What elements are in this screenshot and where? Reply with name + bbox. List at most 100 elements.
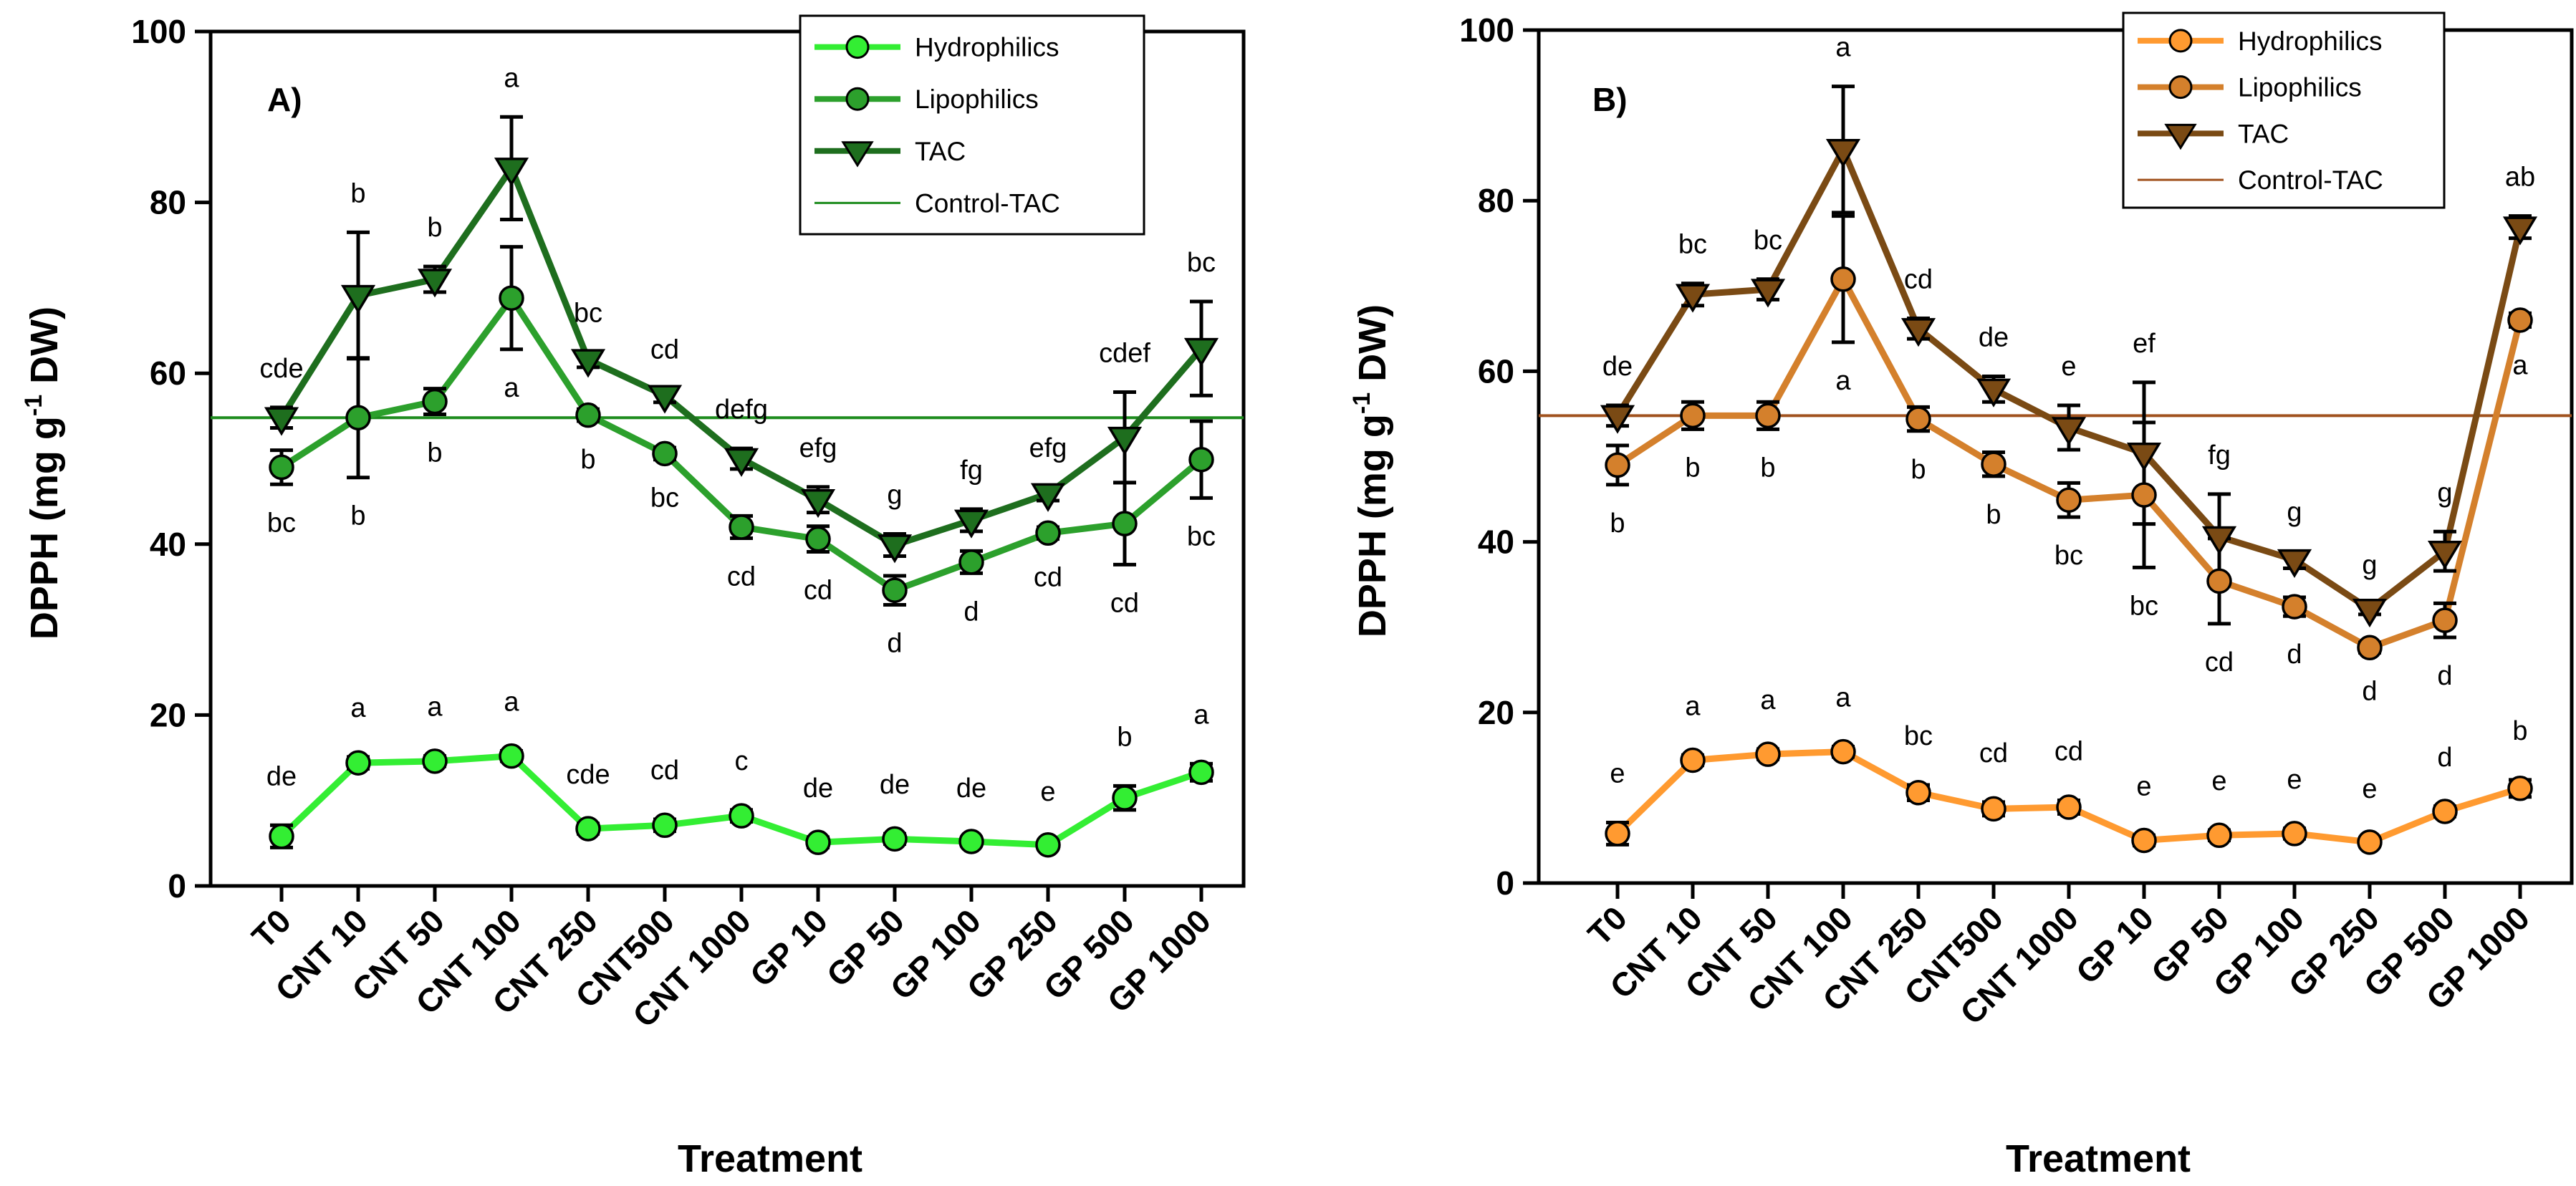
sig-letter-hydrophilics: a: [427, 693, 443, 723]
legend-item-hydrophilics: Hydrophilics: [814, 33, 1059, 62]
plot-frame: [1537, 28, 2574, 885]
sig-letter-lipophilics: cd: [804, 576, 832, 606]
point-lipophilics: [1035, 520, 1061, 546]
sig-letter-hydrophilics: e: [2362, 774, 2377, 804]
y-axis-title-tail: DW): [23, 307, 66, 395]
sig-letter-tac: cd: [650, 335, 679, 365]
point-lipophilics: [422, 388, 448, 415]
y-tick-label: 20: [150, 696, 186, 733]
sig-letter-lipophilics: b: [350, 501, 365, 531]
sig-letter-lipophilics: bc: [2130, 591, 2158, 621]
y-tick-label: 80: [1478, 182, 1514, 219]
point-hydrophilics: [1112, 785, 1138, 811]
point-lipophilics: [345, 405, 371, 430]
sig-letter-tac: bc: [1187, 248, 1216, 278]
point-lipophilics: [729, 514, 754, 540]
sig-letter-tac: fg: [960, 455, 983, 486]
point-hydrophilics: [2056, 794, 2082, 820]
point-hydrophilics: [729, 803, 754, 829]
point-tac: [1107, 426, 1143, 456]
point-lipophilics: [1680, 402, 1706, 429]
point-hydrophilics: [1830, 738, 1856, 765]
sig-letter-lipophilics: d: [963, 597, 979, 627]
sig-letter-tac: a: [504, 63, 519, 93]
sig-letter-hydrophilics: de: [266, 761, 297, 791]
point-hydrophilics: [499, 743, 524, 769]
sig-letter-hydrophilics: cd: [1979, 738, 2008, 768]
sig-letter-hydrophilics: e: [1040, 777, 1055, 807]
legend-label: Lipophilics: [915, 85, 1039, 114]
sig-letter-hydrophilics: a: [350, 693, 366, 723]
sig-letter-tac: cdef: [1099, 338, 1150, 368]
point-tac: [2352, 598, 2388, 628]
y-tick-label: 60: [150, 355, 186, 392]
point-tac: [724, 448, 759, 477]
legend-marker: [841, 141, 874, 168]
point-tac: [953, 509, 989, 539]
y-axis-title: DPPH (mg g-1 DW): [20, 307, 66, 640]
y-axis-title-sup: -1: [1348, 392, 1375, 414]
sig-letter-hydrophilics: a: [1760, 685, 1776, 715]
point-hydrophilics: [652, 812, 678, 839]
point-tac: [647, 385, 683, 414]
legend-marker: [845, 87, 870, 111]
x-axis-title: Treatment: [678, 1137, 862, 1180]
sig-letter-lipophilics: bc: [650, 483, 679, 514]
sig-letter-hydrophilics: a: [1193, 700, 1209, 730]
legend-label: Lipophilics: [2238, 73, 2362, 102]
sig-letter-tac: efg: [1029, 433, 1067, 463]
point-hydrophilics: [2206, 822, 2232, 849]
point-tac: [494, 158, 529, 187]
sig-letter-hydrophilics: a: [1685, 691, 1701, 721]
point-tac: [417, 269, 453, 298]
point-hydrophilics: [882, 826, 908, 852]
y-tick-label: 80: [150, 184, 186, 221]
point-lipophilics: [2432, 607, 2458, 633]
legend-label: Control-TAC: [915, 188, 1060, 218]
sig-letter-tac: ab: [2505, 163, 2535, 193]
sig-letter-hydrophilics: cde: [566, 760, 610, 790]
sig-letter-hydrophilics: b: [1117, 722, 1132, 752]
point-tac: [1825, 138, 1861, 168]
point-hydrophilics: [1905, 780, 1931, 806]
point-lipophilics: [2131, 482, 2157, 508]
sig-letter-tac: g: [887, 480, 902, 510]
x-tick-label: T0: [1580, 899, 1634, 953]
sig-letter-tac: de: [1602, 352, 1633, 382]
sig-letter-lipophilics: cd: [2205, 647, 2234, 678]
panel-label: B): [1592, 81, 1628, 118]
point-lipophilics: [499, 285, 524, 311]
sig-letter-lipophilics: b: [1760, 453, 1775, 483]
point-lipophilics: [1830, 266, 1856, 292]
sig-letter-tac: g: [2287, 498, 2302, 528]
point-hydrophilics: [805, 829, 831, 855]
point-hydrophilics: [2131, 827, 2157, 854]
point-tac: [2502, 216, 2538, 246]
x-tick-label: GP 10: [743, 902, 835, 993]
sig-letter-lipophilics: d: [2362, 676, 2377, 706]
point-lipophilics: [1755, 402, 1781, 429]
sig-letter-tac: g: [2362, 551, 2377, 581]
sig-letter-lipophilics: d: [2287, 640, 2302, 670]
point-lipophilics: [2056, 487, 2082, 513]
point-tac: [1600, 405, 1635, 434]
sig-letter-tac: efg: [799, 433, 837, 463]
sig-letter-lipophilics: bc: [2054, 541, 2083, 571]
y-tick-label: 0: [1496, 864, 1514, 902]
legend-marker: [845, 35, 870, 59]
x-tick-label: GP 10: [2069, 899, 2161, 990]
y-tick-label: 40: [150, 526, 186, 563]
point-hydrophilics: [1680, 747, 1706, 773]
point-lipophilics: [805, 526, 831, 552]
legend-marker: [2168, 75, 2193, 100]
sig-letter-hydrophilics: b: [2512, 716, 2527, 746]
series-line-lipophilics: [1615, 272, 2524, 652]
x-axis-title: Treatment: [2006, 1137, 2191, 1180]
point-tac: [800, 489, 836, 519]
legend-label: TAC: [915, 137, 966, 166]
sig-letter-tac: b: [350, 178, 365, 208]
legend-item-lipophilics: Lipophilics: [814, 85, 1039, 114]
sig-letter-lipophilics: a: [504, 373, 519, 403]
sig-letter-hydrophilics: a: [1835, 683, 1851, 713]
